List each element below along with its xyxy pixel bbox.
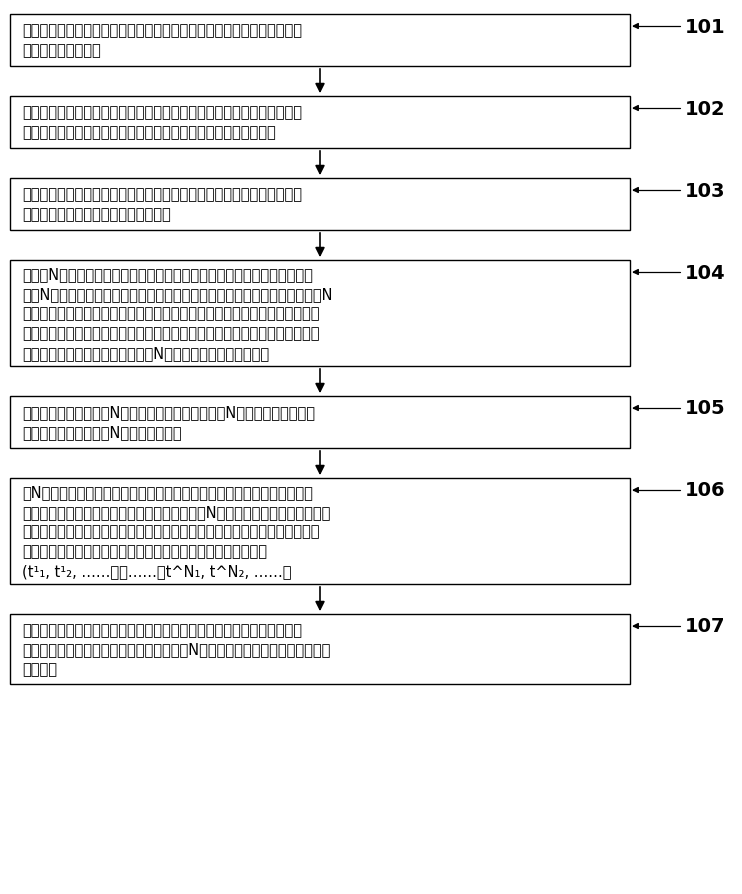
Text: 107: 107	[685, 617, 726, 636]
Text: 104: 104	[685, 263, 726, 283]
Text: 105: 105	[685, 399, 726, 418]
Text: 101: 101	[685, 18, 726, 37]
Text: 将N路超声调制信号传送给发射控制模块，发射控制模块根据目标数量以及
各个目标的空间位置，将超声波发射阵列划分为N个子阵列，并根据超声波阵列
合成声束相位控制方法: 将N路超声调制信号传送给发射控制模块，发射控制模块根据目标数量以及 各个目标的空…	[22, 485, 330, 578]
Text: 根据对N个目标（包含虚拟目标和实际目标）对音效的不同要求，将需要传
送给N路目标的音频信号使用音效处理模块进行处理，在音效处理模块中，将N
路目标的音频信号中的: 根据对N个目标（包含虚拟目标和实际目标）对音效的不同要求，将需要传 送给N路目标…	[22, 266, 332, 360]
Text: 将每个经过延时操作的超声调试信号然后送入各个超声波发射器功率放大
器，最后通过超声波发射器发射出去，获得N路经过调制的机械超声合成波向目
标发射。: 将每个经过延时操作的超声调试信号然后送入各个超声波发射器功率放大 器，最后通过超…	[22, 622, 330, 677]
Text: 106: 106	[685, 481, 726, 500]
Text: 当目标检测模块将接收到的虚拟目标或检测到实际目标后，使用超声载波
生成模块产生频率可调的超声载波信号: 当目标检测模块将接收到的虚拟目标或检测到实际目标后，使用超声载波 生成模块产生频…	[22, 188, 302, 222]
Text: 103: 103	[685, 181, 726, 200]
Bar	[10, 179, 630, 231]
Bar	[10, 97, 630, 148]
Bar	[10, 15, 630, 67]
Bar	[10, 397, 630, 449]
Text: 接收虚拟目标信息，检测实际目标信息，将虚拟目标信息和实际目标信息
发送给发射控制模块，若没有目标，则不向发射控制模块传送数据: 接收虚拟目标信息，检测实际目标信息，将虚拟目标信息和实际目标信息 发送给发射控制…	[22, 105, 302, 140]
Text: 102: 102	[685, 99, 726, 118]
Bar	[10, 261, 630, 367]
Text: 检测人机交互模块或外部信息接收模块中是否存在虚拟目标信息，若存在
则传入目标检测模块: 检测人机交互模块或外部信息接收模块中是否存在虚拟目标信息，若存在 则传入目标检测…	[22, 23, 302, 58]
Bar	[10, 478, 630, 585]
Text: 根据检测到的目标数量N，将需要传送给各个目标的N路音频信号对超声载
波信号进行调制，得到N路超声调制信号: 根据检测到的目标数量N，将需要传送给各个目标的N路音频信号对超声载 波信号进行调…	[22, 405, 315, 440]
Bar	[10, 614, 630, 684]
